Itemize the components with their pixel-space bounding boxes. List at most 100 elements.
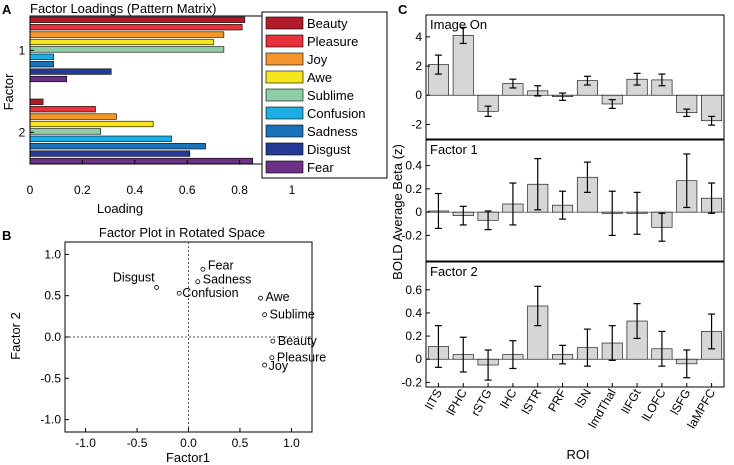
- panel-c-subplot-3: 0.6 0.4 0.2 0 -0.2 Factor 2: [401, 261, 725, 389]
- roi-label-lphc: lPHC: [444, 386, 470, 418]
- panel-a-ylabel: Factor: [1, 73, 16, 111]
- roi-label-lifgt: lIFGt: [619, 386, 644, 416]
- point-disgust: [154, 285, 159, 290]
- x-tick-label: 0.4: [126, 183, 143, 197]
- legend-swatch-joy: [265, 52, 304, 66]
- roi-label-lits: lITS: [422, 387, 445, 412]
- bar-factor2-sadness: [29, 143, 206, 150]
- point-pleasure: [269, 355, 275, 361]
- panel-b-title: Factor Plot in Rotated Space: [99, 225, 265, 240]
- y-tick-label: -1.0: [40, 413, 61, 427]
- point-label-pleasure: Pleasure: [277, 351, 326, 365]
- legend-swatch-beauty: [265, 16, 304, 30]
- roi-label-lstr: lSTR: [519, 386, 545, 416]
- y-tick-label: 0.2: [405, 329, 422, 343]
- panel-b-xlabel: Factor1: [166, 450, 210, 465]
- bar-factor2-fear: [29, 157, 253, 165]
- x-tick-label: -1.0: [75, 436, 96, 450]
- bar-factor1-joy: [29, 31, 225, 38]
- subplot-box: [425, 14, 725, 140]
- subplot-title: Factor 2: [430, 264, 478, 279]
- x-tick-label: 0: [27, 183, 34, 197]
- legend-label-beauty: Beauty: [307, 16, 348, 31]
- panel-c-subplot-1: 4 2 0 -2 Image On: [411, 14, 725, 140]
- x-tick-label: 0.2: [74, 183, 91, 197]
- legend-label-sublime: Sublime: [307, 88, 354, 103]
- bar-factor1-awe: [29, 38, 214, 46]
- legend-label-pleasure: Pleasure: [307, 34, 358, 49]
- legend-label-sadness: Sadness: [307, 124, 358, 139]
- x-tick-label: 0.0: [180, 436, 197, 450]
- y-tick-label: -0.2: [401, 228, 422, 242]
- panel-a-title: Factor Loadings (Pattern Matrix): [30, 1, 216, 16]
- x-tick-label: -0.5: [127, 436, 148, 450]
- panel-a-xlabel: Loading: [97, 201, 143, 216]
- legend-swatch-sadness: [265, 124, 304, 138]
- y-tick-label: -0.5: [40, 371, 61, 385]
- point-label-joy: Joy: [269, 359, 289, 373]
- legend-swatch-fear: [265, 160, 304, 174]
- factor-tick-label: 2: [19, 125, 26, 139]
- bar-factor1-pleasure: [29, 24, 243, 31]
- bar-factor2-joy: [29, 113, 117, 120]
- x-tick-label: 1: [289, 183, 296, 197]
- subplot-title: Image On: [430, 17, 487, 32]
- y-tick-label: 4: [415, 30, 422, 44]
- y-tick-label: 0: [415, 88, 422, 102]
- roi-label-rstg: rSTG: [468, 387, 494, 419]
- legend-label-fear: Fear: [307, 160, 334, 175]
- panel-b-factor-plot: Factor Plot in Rotated Space Factor1 Fac…: [8, 225, 326, 465]
- point-confusion: [176, 290, 182, 296]
- x-tick-label: 1.0: [283, 436, 300, 450]
- x-tick-label: 0.8: [231, 183, 248, 197]
- panel-c-ylabel: BOLD Average Beta (z): [390, 144, 405, 280]
- panel-a-legend: Beauty Pleasure Joy Awe Sublime Confusion Sadn…: [261, 11, 388, 179]
- y-tick-label: 0.4: [405, 159, 422, 173]
- panel-a-factor-loadings: Factor Loadings (Pattern Matrix) Loading…: [1, 1, 388, 216]
- roi-label-lsn: lSN: [572, 387, 594, 411]
- bar-factor1-sadness: [29, 61, 54, 68]
- point-awe: [258, 295, 263, 301]
- panel-c-subplot-2: 0.4 0.2 0 -0.2 Factor 1: [401, 139, 725, 262]
- bar-factor2-disgust: [29, 150, 191, 157]
- x-tick-label: 0.6: [179, 183, 196, 197]
- factor-tick-label: 1: [19, 43, 26, 57]
- legend-label-confusion: Confusion: [307, 106, 366, 121]
- legend-swatch-confusion: [265, 106, 304, 120]
- point-label-confusion: Confusion: [182, 286, 238, 300]
- point-label-beauty: Beauty: [278, 334, 318, 348]
- bar-factor2-awe: [29, 120, 154, 128]
- y-tick-label: 2: [415, 59, 422, 73]
- panel-c-xlabel: ROI: [566, 447, 589, 462]
- bar-factor1-confusion: [29, 53, 54, 60]
- roi-label-prf: PRF: [545, 387, 569, 415]
- panel-letter-c: C: [398, 2, 408, 17]
- legend-swatch-awe: [265, 70, 304, 84]
- legend-swatch-disgust: [265, 142, 304, 156]
- bar-factor1-beauty: [29, 16, 246, 23]
- y-tick-label: 0.6: [405, 283, 422, 297]
- bar-factor2-confusion: [29, 135, 172, 142]
- legend-swatch-pleasure: [265, 34, 304, 48]
- point-joy: [262, 362, 268, 368]
- panel-letter-b: B: [2, 228, 11, 243]
- point-sadness: [195, 279, 201, 285]
- y-tick-label: 0.0: [44, 330, 61, 344]
- bar-factor1-fear: [29, 75, 67, 83]
- y-tick-label: -0.2: [401, 375, 422, 389]
- legend-label-joy: Joy: [307, 52, 328, 67]
- panel-b-ylabel: Factor 2: [8, 312, 23, 360]
- y-tick-label: 0.2: [405, 182, 422, 196]
- roi-label-llofc: lLOFC: [639, 386, 669, 423]
- bar-factor2-pleasure: [29, 106, 96, 113]
- subplot-box: [425, 261, 725, 388]
- y-tick-label: 1.0: [44, 247, 61, 261]
- y-tick-label: 0: [415, 352, 422, 366]
- point-beauty: [270, 338, 276, 344]
- point-label-sublime: Sublime: [270, 308, 315, 322]
- point-label-awe: Awe: [266, 290, 290, 304]
- legend-label-awe: Awe: [307, 70, 332, 85]
- legend-swatch-sublime: [265, 88, 304, 102]
- panel-c-roi-betas: BOLD Average Beta (z) ROI 4 2 0 -2 Image On 0…: [390, 14, 725, 462]
